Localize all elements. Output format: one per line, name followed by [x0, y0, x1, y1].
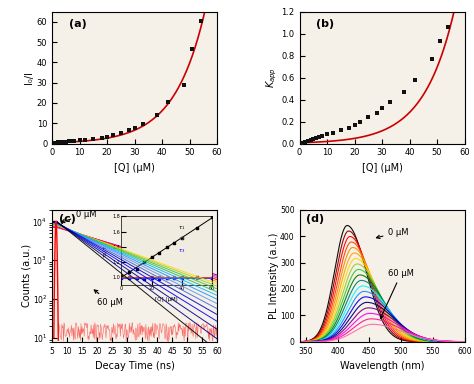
Point [180, 82, 188, 88]
Y-axis label: Counts (a.u.): Counts (a.u.) [21, 244, 31, 307]
Point [90, 136, 97, 142]
Point [98, 134, 105, 141]
Point [315, 134, 323, 140]
Point [386, 99, 394, 105]
Point [365, 114, 372, 120]
Point [109, 132, 117, 139]
Point [351, 122, 358, 128]
X-axis label: Wavelength (nm): Wavelength (nm) [340, 361, 424, 371]
Point [307, 137, 314, 143]
Point [304, 138, 311, 144]
Point [318, 133, 325, 139]
Point [301, 139, 309, 145]
Point [345, 125, 353, 131]
Y-axis label: $K_{app}$: $K_{app}$ [264, 67, 279, 88]
Text: 0 μM: 0 μM [62, 210, 97, 223]
Point [62, 139, 70, 145]
Point [65, 138, 73, 144]
Text: (b): (b) [316, 20, 334, 30]
Point [189, 46, 196, 52]
X-axis label: [Q] (μM): [Q] (μM) [362, 163, 402, 173]
Point [139, 121, 146, 127]
Point [299, 139, 306, 146]
Point [373, 110, 380, 116]
Point [444, 24, 452, 30]
Text: 0 μM: 0 μM [376, 228, 409, 238]
Point [59, 139, 67, 145]
Text: 60 μM: 60 μM [381, 268, 414, 318]
Text: (d): (d) [306, 214, 324, 223]
Y-axis label: PL Intensity (a.u.): PL Intensity (a.u.) [269, 233, 279, 319]
Point [70, 138, 78, 144]
Point [378, 105, 386, 111]
Point [164, 99, 172, 105]
X-axis label: Decay Time (ns): Decay Time (ns) [95, 361, 174, 371]
Point [51, 139, 59, 146]
Point [400, 89, 408, 95]
Y-axis label: I₀/I: I₀/I [24, 71, 34, 84]
Point [76, 137, 83, 144]
Text: (c): (c) [59, 214, 76, 223]
Point [54, 139, 62, 146]
Point [56, 139, 64, 145]
Point [428, 56, 435, 62]
Point [323, 131, 331, 137]
Point [356, 119, 364, 125]
Text: 60 μM: 60 μM [94, 290, 123, 307]
Point [117, 131, 125, 137]
Point [103, 133, 111, 139]
Point [125, 127, 133, 134]
Point [68, 138, 75, 144]
Point [197, 18, 204, 24]
Point [312, 135, 320, 141]
Point [153, 112, 160, 118]
Point [131, 125, 138, 131]
X-axis label: [Q] (μM): [Q] (μM) [114, 163, 155, 173]
Point [310, 136, 317, 142]
Point [436, 38, 444, 44]
Point [329, 129, 337, 136]
Point [337, 127, 345, 134]
Text: (a): (a) [69, 20, 86, 30]
Point [82, 136, 89, 142]
Point [411, 77, 419, 83]
